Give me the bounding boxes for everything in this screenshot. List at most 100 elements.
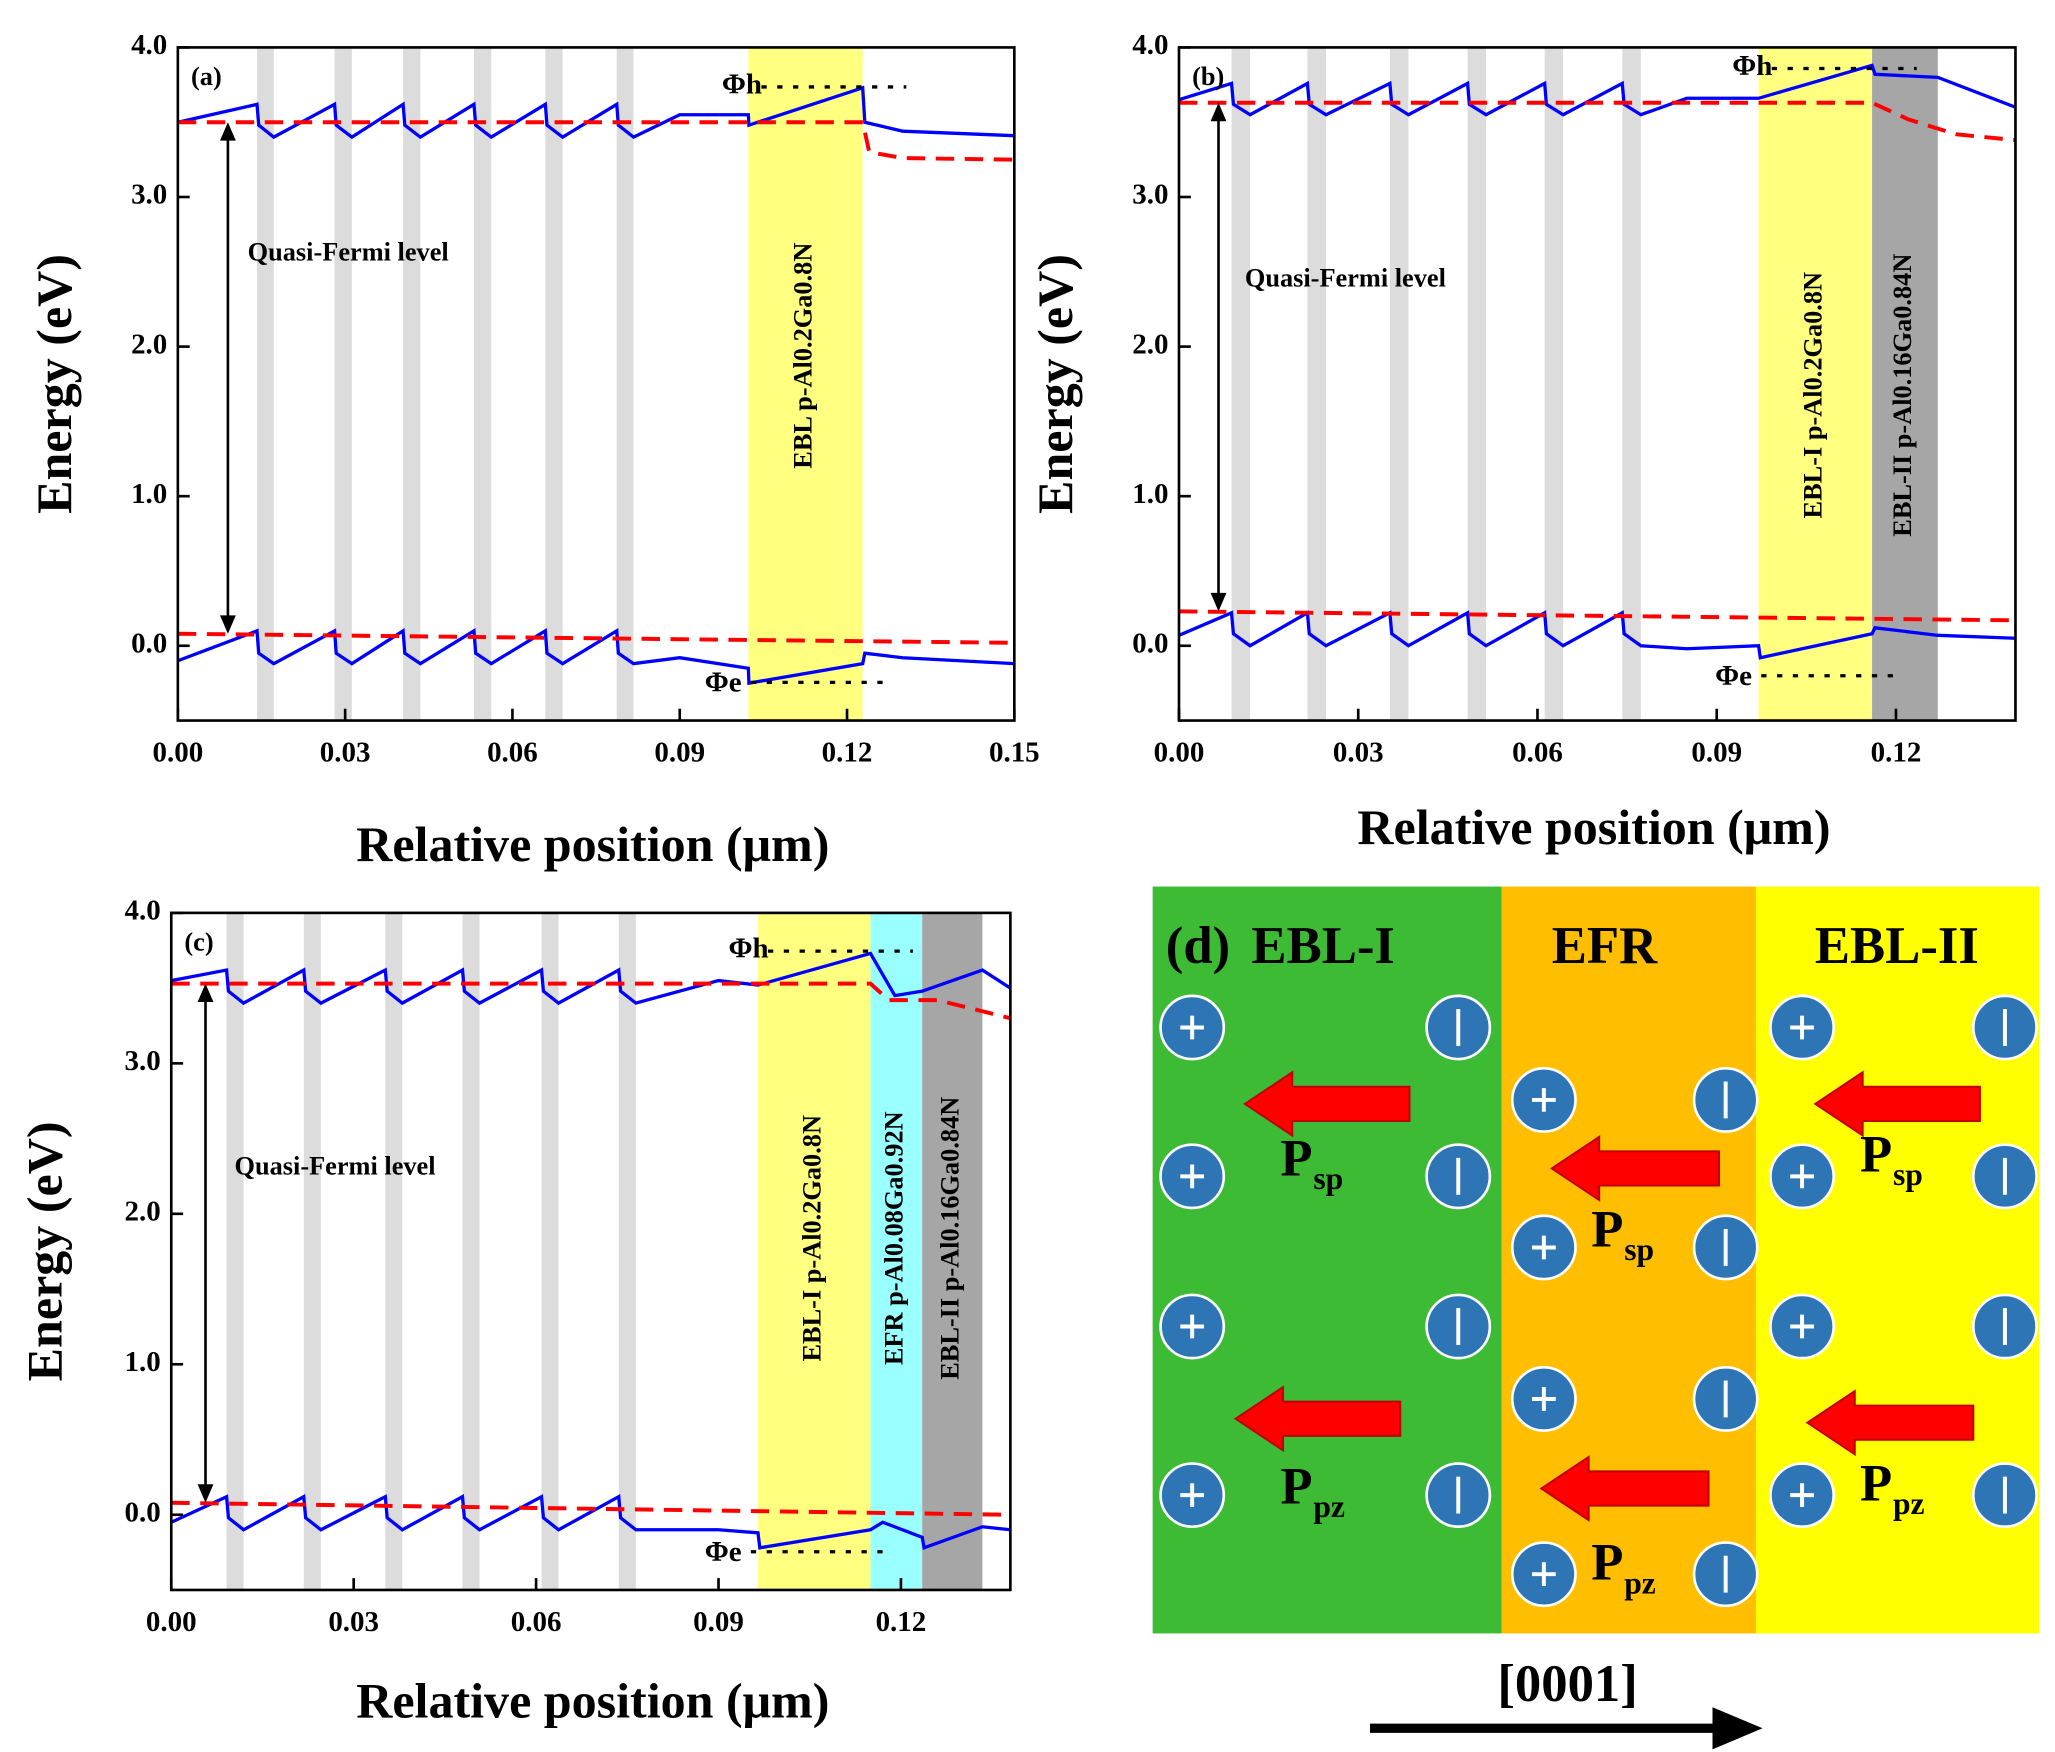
x-axis-label: Relative position (μm) [1357, 799, 1830, 855]
quantum-well-stripe [545, 47, 563, 721]
x-tick-label: 0.09 [693, 1606, 744, 1638]
polarization-subscript: pz [1624, 1565, 1656, 1600]
polarization-subscript: sp [1624, 1232, 1654, 1267]
plus-sign [1532, 1562, 1556, 1587]
quantum-well-stripe [334, 47, 352, 721]
direction-arrow-head [1712, 1707, 1763, 1750]
plus-sign [1180, 1015, 1205, 1040]
polarization-subscript: pz [1313, 1489, 1345, 1524]
band-line [1178, 609, 2016, 623]
polarization-arrow [1539, 1455, 1710, 1523]
polarization-label: P [1280, 1129, 1312, 1187]
polarization-label: P [1860, 1125, 1892, 1183]
quantum-well-stripe [1307, 47, 1326, 721]
panel-label: (d) [1166, 917, 1230, 975]
plus-sign [1790, 1314, 1814, 1339]
x-tick-label: 0.03 [1333, 736, 1384, 768]
quantum-well-stripe [473, 47, 492, 721]
quantum-well-stripe [1622, 47, 1641, 721]
layer-region [748, 47, 863, 721]
y-tick-label: 3.0 [1132, 179, 1168, 211]
band-line [171, 951, 1011, 1006]
quantum-well-stripe [462, 912, 480, 1590]
region-label: EBL-I p-Al0.2Ga0.8N [1798, 272, 1827, 518]
quantum-well-stripe [226, 912, 244, 1590]
layer-region [758, 912, 871, 1590]
y-tick-label: 2.0 [125, 1195, 161, 1227]
y-axis-label: Energy (eV) [26, 254, 82, 514]
region-label: EBL-I p-Al0.2Ga0.8N [797, 1115, 826, 1361]
x-tick-label: 0.00 [152, 736, 203, 768]
x-tick-label: 0.12 [822, 736, 873, 768]
quantum-well-stripe [257, 47, 274, 721]
layer-region [922, 912, 983, 1590]
y-tick-label: 3.0 [125, 1045, 161, 1077]
x-tick-label: 0.00 [146, 1606, 197, 1638]
quantum-well-stripe [303, 912, 321, 1590]
region-label: EBL-II p-Al0.16Ga0.84N [1888, 254, 1917, 537]
y-axis-label: Energy (eV) [17, 1121, 73, 1381]
y-tick-label: 1.0 [1132, 478, 1168, 510]
column-label: EBL-II [1815, 917, 1979, 975]
polarization-arrow [1233, 1385, 1402, 1453]
plot-area [1178, 47, 2016, 721]
direction-label: [0001] [1497, 1655, 1637, 1713]
y-tick-label: 3.0 [131, 179, 167, 211]
region-label: EBL-II p-Al0.16Ga0.84N [935, 1097, 964, 1380]
annotation: Quasi-Fermi level [234, 1151, 435, 1180]
band-line [1178, 100, 2016, 143]
region-label: EBL p-Al0.2Ga0.8N [789, 243, 818, 469]
band-line [177, 85, 1015, 140]
band-line [1178, 610, 2016, 660]
y-tick-label: 4.0 [125, 895, 161, 927]
column-label: EFR [1552, 917, 1658, 975]
layer-region [1758, 47, 1873, 721]
band-line [177, 631, 1015, 645]
y-tick-label: 4.0 [1132, 29, 1168, 61]
x-tick-label: 0.09 [654, 736, 705, 768]
plot-frame [169, 911, 1012, 1592]
polarization-subscript: sp [1893, 1157, 1923, 1192]
annotation: Φh [1732, 50, 1772, 82]
annotation: Quasi-Fermi level [248, 237, 449, 266]
polarization-subscript: sp [1313, 1161, 1343, 1196]
polarization-label: P [1591, 1534, 1623, 1592]
y-tick-label: 0.0 [1132, 627, 1168, 659]
quantum-well-stripe [618, 912, 636, 1590]
polarization-arrow [1550, 1134, 1721, 1202]
plus-sign [1532, 1235, 1556, 1260]
plus-sign [1790, 1483, 1814, 1507]
x-tick-label: 0.06 [1512, 736, 1563, 768]
y-tick-label: 0.0 [125, 1496, 161, 1528]
plus-sign [1180, 1314, 1205, 1339]
x-tick-label: 0.03 [328, 1606, 379, 1638]
quantum-well-stripe [403, 47, 421, 721]
annotation: Φe [705, 667, 742, 699]
quantum-well-stripe [541, 912, 559, 1590]
polarization-arrow [1805, 1389, 1975, 1457]
annotation: Φh [728, 933, 768, 965]
quantum-well-stripe [616, 47, 634, 721]
region-label: EFR p-Al0.08Ga0.92N [879, 1111, 908, 1365]
annotation: Φe [705, 1536, 742, 1568]
x-axis-label: Relative position (μm) [356, 816, 829, 872]
x-tick-label: 0.06 [487, 736, 538, 768]
plus-sign [1180, 1164, 1205, 1189]
y-tick-label: 4.0 [131, 29, 167, 61]
y-tick-label: 2.0 [1132, 328, 1168, 360]
quantum-well-stripe [1231, 47, 1251, 721]
y-tick-label: 2.0 [131, 328, 167, 360]
panel-label: (b) [1192, 62, 1224, 91]
plus-sign [1180, 1483, 1205, 1507]
layer-region [1872, 47, 1938, 721]
polarization-subscript: pz [1893, 1486, 1925, 1521]
annotation: Φe [1715, 660, 1752, 692]
plus-sign [1532, 1387, 1556, 1411]
band-line [1178, 63, 2016, 117]
x-tick-label: 0.00 [1154, 736, 1205, 768]
plot-area [171, 912, 1011, 1590]
annotation: Φh [722, 69, 762, 101]
y-tick-label: 1.0 [131, 478, 167, 510]
band-line [171, 981, 1011, 1021]
